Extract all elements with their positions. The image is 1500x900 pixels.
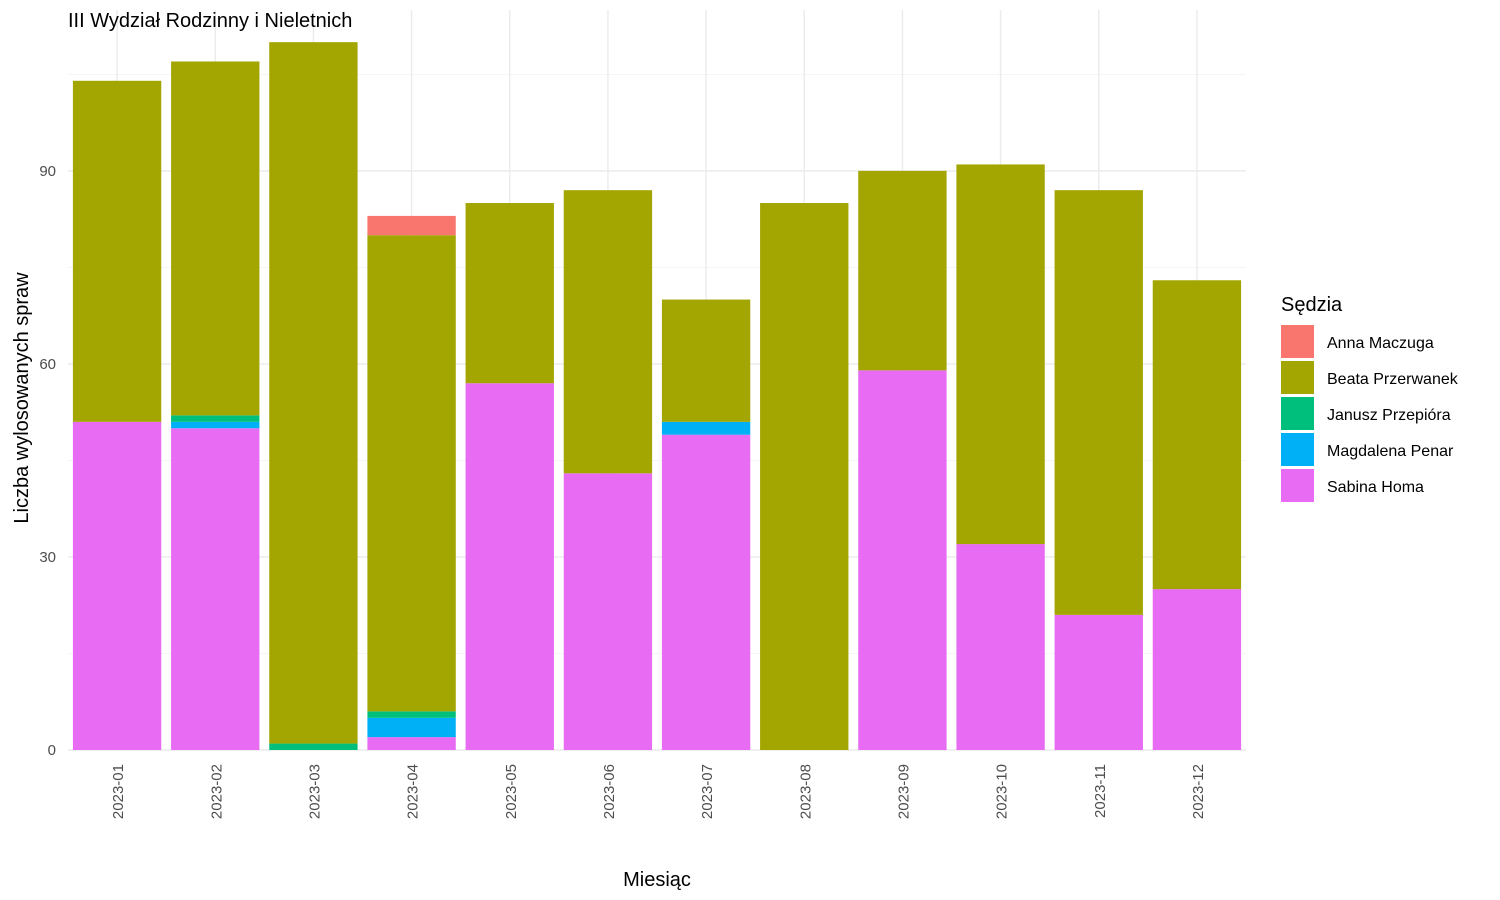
bar-segment-2023-01-sabina-homa [72,421,162,750]
bar-segment-2023-02-magdalena-penar [171,421,260,429]
x-tick-label: 2023-06 [601,764,618,819]
legend-title: Sędzia [1281,294,1343,316]
bar-segment-2023-04-janusz-przepióra [367,711,456,718]
bar-segment-2023-04-sabina-homa [367,737,456,750]
bar-segment-2023-10-sabina-homa [956,544,1045,750]
bar-segment-2023-07-sabina-homa [661,434,751,750]
bar-segment-2023-06-beata-przerwanek [563,190,653,474]
bar-segment-2023-01-beata-przerwanek [72,80,162,422]
x-axis-ticks: 2023-01 2023-02 2023-03 2023-04 2023-05 2023-… [110,764,1207,819]
y-tick-label: 0 [48,742,56,759]
y-axis-ticks: 0 30 60 90 [39,163,56,759]
x-tick-label: 2023-02 [208,764,225,819]
y-tick-label: 30 [39,549,56,566]
legend-swatch [1281,469,1314,502]
legend-label: Janusz Przepióra [1327,407,1451,424]
bar-segment-2023-12-sabina-homa [1152,589,1242,750]
legend-label: Sabina Homa [1327,479,1424,496]
bar-segment-2023-10-beata-przerwanek [956,164,1045,545]
x-tick-label: 2023-11 [1092,764,1109,818]
bars [72,42,1242,751]
legend-swatch [1281,433,1314,466]
bar-segment-2023-02-beata-przerwanek [171,61,260,416]
x-tick-label: 2023-05 [503,764,520,819]
y-tick-label: 60 [39,356,56,373]
legend-swatch [1281,397,1314,430]
x-tick-label: 2023-10 [994,764,1011,819]
bar-segment-2023-11-beata-przerwanek [1054,190,1143,615]
bar-segment-2023-04-beata-przerwanek [367,235,456,712]
x-tick-label: 2023-08 [797,764,814,819]
bar-segment-2023-02-janusz-przepióra [171,415,260,422]
bar-segment-2023-03-beata-przerwanek [269,42,358,744]
legend-label: Magdalena Penar [1327,443,1454,460]
legend: Sędzia Anna Maczuga Beata Przerwanek Janus… [1281,294,1459,502]
bar-segment-2023-02-sabina-homa [171,428,260,750]
x-axis-title: Miesiąc [623,869,691,891]
bar-segment-2023-06-sabina-homa [563,473,653,750]
x-tick-label: 2023-04 [405,764,422,819]
legend-label: Anna Maczuga [1327,335,1434,352]
x-tick-label: 2023-03 [306,764,323,819]
legend-swatch [1281,325,1314,358]
x-tick-label: 2023-07 [699,764,716,819]
bar-segment-2023-07-beata-przerwanek [661,299,751,422]
x-tick-label: 2023-01 [110,764,127,819]
legend-swatch [1281,361,1314,394]
bar-segment-2023-04-anna-maczuga [367,215,456,236]
bar-segment-2023-05-beata-przerwanek [465,203,554,384]
y-tick-label: 90 [39,163,56,180]
bar-segment-2023-09-sabina-homa [858,370,947,750]
legend-label: Beata Przerwanek [1327,371,1459,388]
bar-segment-2023-05-sabina-homa [465,383,554,750]
bar-segment-2023-03-janusz-przepióra [269,743,358,750]
bar-segment-2023-04-magdalena-penar [367,717,456,738]
bar-segment-2023-08-beata-przerwanek [760,203,849,751]
bar-segment-2023-11-sabina-homa [1054,614,1143,750]
bar-segment-2023-09-beata-przerwanek [858,170,947,371]
bar-segment-2023-12-beata-przerwanek [1152,280,1242,590]
chart-title: III Wydział Rodzinny i Nieletnich [68,10,352,32]
x-tick-label: 2023-12 [1190,764,1207,819]
x-tick-label: 2023-09 [895,764,912,819]
bar-segment-2023-07-magdalena-penar [661,421,751,435]
y-axis-title: Liczba wylosowanych spraw [11,272,33,524]
